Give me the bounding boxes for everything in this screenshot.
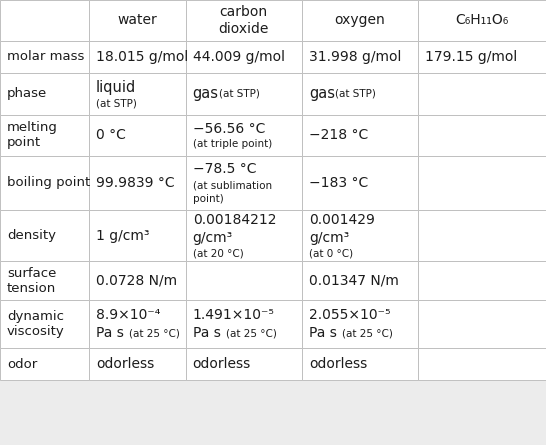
Bar: [418, 300, 546, 348]
Bar: [89, 156, 186, 210]
Bar: [89, 0, 186, 41]
Bar: [302, 261, 418, 300]
Text: (at 20 °C): (at 20 °C): [193, 249, 244, 259]
Text: −218 °C: −218 °C: [309, 128, 368, 142]
Bar: [89, 115, 186, 156]
Bar: [0, 261, 89, 300]
Text: Pa s: Pa s: [309, 327, 337, 340]
Bar: [418, 210, 546, 261]
Text: water: water: [117, 13, 157, 28]
Bar: [0, 300, 89, 348]
Text: 0.001429: 0.001429: [309, 213, 375, 227]
Bar: [302, 73, 418, 115]
Bar: [418, 41, 546, 73]
Bar: [186, 41, 302, 73]
Bar: [302, 0, 418, 41]
Text: 8.9×10⁻⁴: 8.9×10⁻⁴: [96, 308, 161, 322]
Text: carbon
dioxide: carbon dioxide: [218, 5, 269, 36]
Text: oxygen: oxygen: [335, 13, 385, 28]
Text: gas: gas: [309, 86, 335, 101]
Bar: [186, 300, 302, 348]
Text: 1 g/cm³: 1 g/cm³: [96, 229, 150, 243]
Bar: [186, 210, 302, 261]
Bar: [418, 73, 546, 115]
Bar: [89, 348, 186, 380]
Text: (at 25 °C): (at 25 °C): [226, 328, 277, 339]
Bar: [186, 115, 302, 156]
Text: g/cm³: g/cm³: [309, 231, 349, 245]
Text: g/cm³: g/cm³: [193, 231, 233, 245]
Text: 99.9839 °C: 99.9839 °C: [96, 176, 175, 190]
Text: 0.00184212: 0.00184212: [193, 213, 276, 227]
Bar: [418, 348, 546, 380]
Bar: [0, 0, 89, 41]
Text: phase: phase: [7, 87, 48, 101]
Bar: [89, 261, 186, 300]
Bar: [0, 156, 89, 210]
Text: 0.01347 N/m: 0.01347 N/m: [309, 274, 399, 288]
Bar: [302, 156, 418, 210]
Text: molar mass: molar mass: [7, 50, 85, 64]
Text: (at STP): (at STP): [219, 89, 260, 98]
Text: −183 °C: −183 °C: [309, 176, 368, 190]
Text: odorless: odorless: [309, 357, 367, 372]
Text: 31.998 g/mol: 31.998 g/mol: [309, 50, 401, 64]
Text: 18.015 g/mol: 18.015 g/mol: [96, 50, 188, 64]
Bar: [302, 210, 418, 261]
Text: dynamic
viscosity: dynamic viscosity: [7, 311, 65, 338]
Bar: [0, 73, 89, 115]
Text: boiling point: boiling point: [7, 176, 90, 190]
Text: (at STP): (at STP): [96, 98, 137, 109]
Text: (at 25 °C): (at 25 °C): [342, 328, 393, 339]
Bar: [0, 115, 89, 156]
Bar: [89, 41, 186, 73]
Text: Pa s: Pa s: [193, 327, 221, 340]
Text: (at triple point): (at triple point): [193, 139, 272, 150]
Bar: [89, 73, 186, 115]
Bar: [186, 156, 302, 210]
Text: surface
tension: surface tension: [7, 267, 56, 295]
Text: gas: gas: [193, 86, 218, 101]
Bar: [418, 156, 546, 210]
Bar: [186, 261, 302, 300]
Bar: [186, 0, 302, 41]
Text: Pa s: Pa s: [96, 327, 124, 340]
Bar: [186, 348, 302, 380]
Text: 44.009 g/mol: 44.009 g/mol: [193, 50, 284, 64]
Text: liquid: liquid: [96, 80, 136, 95]
Text: 0.0728 N/m: 0.0728 N/m: [96, 274, 177, 288]
Bar: [89, 210, 186, 261]
Text: −78.5 °C: −78.5 °C: [193, 162, 256, 176]
Text: (at STP): (at STP): [335, 89, 376, 98]
Bar: [418, 0, 546, 41]
Text: −56.56 °C: −56.56 °C: [193, 121, 265, 136]
Bar: [418, 261, 546, 300]
Text: odorless: odorless: [193, 357, 251, 372]
Bar: [0, 210, 89, 261]
Text: (at sublimation: (at sublimation: [193, 180, 272, 190]
Bar: [302, 115, 418, 156]
Text: 1.491×10⁻⁵: 1.491×10⁻⁵: [193, 308, 275, 322]
Text: point): point): [193, 194, 223, 204]
Text: 2.055×10⁻⁵: 2.055×10⁻⁵: [309, 308, 390, 322]
Text: melting
point: melting point: [7, 121, 58, 149]
Bar: [418, 115, 546, 156]
Bar: [302, 41, 418, 73]
Text: odor: odor: [7, 358, 37, 371]
Text: (at 25 °C): (at 25 °C): [129, 328, 180, 339]
Text: (at 0 °C): (at 0 °C): [309, 249, 353, 259]
Text: 179.15 g/mol: 179.15 g/mol: [425, 50, 518, 64]
Text: 0 °C: 0 °C: [96, 128, 126, 142]
Text: C₆H₁₁O₆: C₆H₁₁O₆: [455, 13, 509, 28]
Text: odorless: odorless: [96, 357, 155, 372]
Bar: [89, 300, 186, 348]
Bar: [0, 41, 89, 73]
Bar: [302, 348, 418, 380]
Bar: [302, 300, 418, 348]
Text: density: density: [7, 229, 56, 242]
Bar: [0, 348, 89, 380]
Bar: [186, 73, 302, 115]
